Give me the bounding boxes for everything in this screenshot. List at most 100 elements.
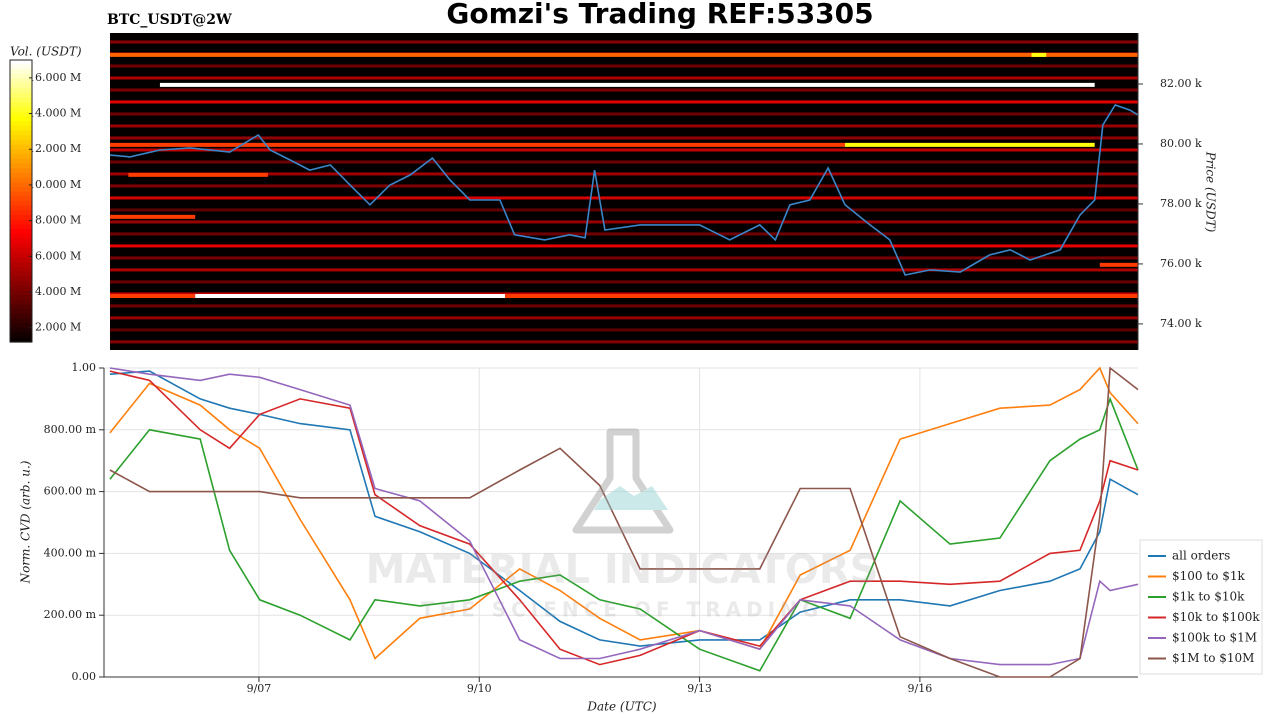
colorbar-tick-label: 16.000 M: [28, 71, 81, 84]
volume-band: [110, 244, 1138, 248]
volume-band: [110, 76, 1138, 80]
y-axis-label: Price (USDT): [1204, 151, 1218, 233]
colorbar-cell: [10, 290, 32, 296]
colorbar-tick-label: 4.000 M: [35, 285, 81, 298]
series-line: [109, 366, 1139, 678]
colorbar-cell: [10, 172, 32, 179]
colorbar-cell: [10, 304, 32, 310]
colorbar-cell: [10, 111, 32, 117]
watermark-tagline: THE SCIENCE OF TRADING: [421, 598, 824, 622]
y-tick-label: 600.00 m: [44, 485, 97, 498]
colorbar: 2.000 M 4.000 M 6.000 M 8.000 M 10.000 M 12.0…: [9, 59, 81, 343]
colorbar-cell: [10, 88, 32, 94]
y-tick-label: 400.00 m: [44, 546, 97, 559]
watermark-liquid: [594, 486, 668, 510]
y-tick-label: 0.00: [72, 670, 97, 683]
colorbar-cell: [10, 271, 32, 277]
colorbar-cell: [10, 186, 32, 193]
legend-label: $100k to $1M: [1172, 631, 1257, 645]
colorbar-tick-label: 14.000 M: [28, 107, 81, 120]
colorbar-cell: [10, 149, 32, 155]
x-axis-label: Date (UTC): [586, 700, 656, 714]
volume-band: [110, 136, 1138, 140]
colorbar-cell: [10, 102, 32, 108]
volume-band: [110, 220, 1138, 224]
x-tick-label: 9/16: [908, 682, 933, 695]
colorbar-tick-label: 2.000 M: [35, 321, 81, 334]
volume-band: [110, 196, 1138, 200]
colorbar-cell: [10, 205, 32, 211]
volume-segment: [159, 82, 1095, 87]
volume-band: [110, 208, 1138, 212]
volume-band: [110, 292, 1138, 296]
legend: all orders $100 to $1k $1k to $10k $10k to …: [1139, 539, 1263, 675]
colorbar-cell: [10, 238, 32, 244]
colorbar-cell: [10, 215, 32, 221]
colorbar-cell: [10, 201, 32, 207]
colorbar-cell: [10, 337, 32, 343]
colorbar-cell: [10, 125, 32, 132]
x-tick-label: 9/10: [467, 682, 492, 695]
colorbar-cell: [10, 318, 32, 324]
colorbar-cell: [10, 144, 32, 150]
page-title: Gomzi's Trading REF:53305: [446, 0, 873, 30]
volume-band: [110, 304, 1138, 308]
colorbar-cell: [10, 252, 32, 258]
colorbar-cell: [10, 64, 32, 70]
volume-band: [110, 268, 1138, 272]
colorbar-cell: [10, 332, 32, 338]
volume-band: [110, 160, 1138, 164]
colorbar-cell: [10, 285, 32, 291]
x-tick-label: 9/07: [247, 682, 272, 695]
y-tick-label: 200.00 m: [44, 608, 97, 621]
volume-segment: [110, 142, 846, 147]
y-tick-label: 1.00: [72, 361, 97, 374]
colorbar-cell: [10, 60, 32, 66]
colorbar-cell: [10, 107, 32, 113]
volume-band: [110, 112, 1138, 116]
watermark-flask: [572, 428, 674, 534]
colorbar-cell: [10, 69, 32, 75]
colorbar-cell: [10, 191, 32, 197]
colorbar-cell: [10, 158, 32, 164]
y-tick-label: 80.00 k: [1160, 137, 1202, 150]
colorbar-cell: [10, 257, 32, 263]
volume-segment: [128, 172, 268, 177]
volume-band: [110, 64, 1138, 68]
series-line: [109, 367, 1139, 666]
colorbar-tick-label: 6.000 M: [35, 249, 81, 262]
colorbar-cell: [10, 83, 32, 89]
volume-band: [110, 256, 1138, 260]
watermark-text: MATERIAL INDICATORS: [366, 547, 879, 593]
legend-label: $1M to $10M: [1172, 651, 1254, 665]
volume-band: [110, 40, 1138, 44]
colorbar-cell: [10, 243, 32, 249]
colorbar-cell: [10, 309, 32, 315]
colorbar-cell: [10, 135, 32, 141]
colorbar-cell: [10, 210, 32, 216]
colorbar-cell: [10, 280, 32, 287]
colorbar-label: Vol. (USDT): [10, 45, 82, 59]
colorbar-cell: [10, 276, 32, 282]
volume-segment: [1099, 262, 1138, 267]
colorbar-cell: [10, 163, 32, 169]
colorbar-cell: [10, 177, 32, 183]
x-tick-label: 9/13: [687, 682, 712, 695]
series-line: [109, 366, 1139, 660]
volume-band: [110, 316, 1138, 320]
colorbar-cell: [10, 224, 32, 230]
y-tick-label: 800.00 m: [44, 423, 97, 436]
volume-segment: [195, 294, 506, 299]
cvd-panel: 0.00 200.00 m 400.00 m 600.00 m 800.00 m 1.00…: [44, 361, 1139, 695]
heatmap-panel: 74.00 k 76.00 k 78.00 k 80.00 k 82.00 k: [109, 33, 1202, 350]
legend-label: $100 to $1k: [1172, 569, 1245, 583]
colorbar-cell: [10, 323, 32, 329]
volume-band: [110, 88, 1138, 92]
volume-band: [110, 340, 1138, 344]
colorbar-cell: [10, 130, 32, 136]
volume-segment: [1031, 52, 1047, 57]
colorbar-tick-label: 12.000 M: [28, 142, 81, 155]
y-tick-label: 74.00 k: [1160, 317, 1202, 330]
y-tick-label: 78.00 k: [1160, 197, 1202, 210]
